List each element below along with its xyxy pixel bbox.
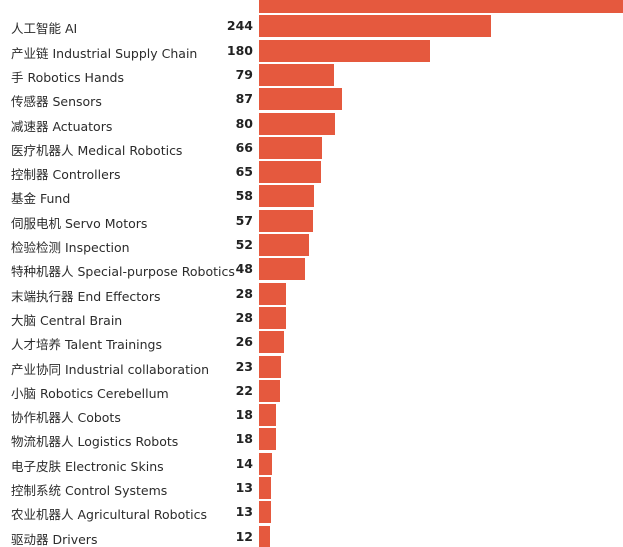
bar [259,525,271,547]
value-label: 28 [235,309,253,325]
value-label: 57 [235,212,253,228]
value-label: 180 [226,42,253,58]
value-label: 13 [235,504,253,520]
value-label: 65 [235,164,253,180]
bar [259,136,322,159]
bar [259,0,623,13]
bar [259,404,277,427]
value-label: 66 [235,139,253,155]
bar [259,306,286,329]
bar [259,428,277,451]
category-label: 传感器 Sensors [11,94,102,110]
value-label: 23 [235,358,253,374]
bar [259,39,431,62]
category-label: 农业机器人 Agricultural Robotics [11,507,208,523]
category-label: 人工智能 AI [11,21,78,37]
category-label: 控制系统 Control Systems [11,483,168,498]
category-label: 人才培养 Talent Trainings [11,337,162,353]
value-label: 80 [235,115,253,131]
value-label: 12 [235,528,253,544]
value-label: 14 [235,455,253,471]
category-label: 特种机器人 Special-purpose Robotics [11,264,235,280]
category-label: 基金 Fund [11,191,71,207]
category-label: 手 Robotics Hands [11,69,124,85]
value-label: 18 [235,431,253,447]
bar [259,282,286,305]
bar [259,88,342,111]
value-label: 244 [226,18,253,34]
bar [259,112,336,135]
category-label: 协作机器人 Cobots [11,410,121,426]
value-label: 79 [235,66,253,82]
category-label: 小脑 Robotics Cerebellum [11,385,169,401]
value-label: 26 [235,334,253,350]
bar [259,15,492,38]
bar [259,452,273,475]
category-label: 检验检测 Inspection [11,240,130,255]
category-label: 医疗机器人 Medical Robotics [11,142,183,158]
category-label: 电子皮肤 Electronic Skins [11,458,164,474]
category-label: 末端执行器 End Effectors [11,288,161,304]
bar [259,501,272,524]
category-label: 产业协同 Industrial collaboration [11,361,210,377]
bar [259,258,305,281]
value-label: 22 [235,382,253,398]
category-label: 物流机器人 Logistics Robots [11,434,179,450]
value-label: 48 [235,261,253,277]
category-label: 减速器 Actuators [11,118,113,134]
category-label: 产业链 Industrial Supply Chain [11,45,198,61]
category-label: 驱动器 Drivers [11,531,98,547]
value-label: 58 [235,188,253,204]
value-label: 18 [235,407,253,423]
bar [259,161,321,184]
category-label: 伺服电机 Servo Motors [11,215,148,231]
bar [259,209,314,232]
value-label: 87 [235,91,253,107]
bar [259,355,281,378]
category-label: 控制器 Controllers [11,167,121,183]
category-label: 大脑 Central Brain [11,312,123,328]
bar [259,477,272,499]
bar [259,234,309,256]
bar [259,185,315,208]
bar [259,379,280,402]
value-label: 52 [235,237,253,252]
value-label: 28 [235,285,253,301]
value-label: 13 [235,480,253,495]
bar [259,331,284,354]
bar [259,63,335,86]
